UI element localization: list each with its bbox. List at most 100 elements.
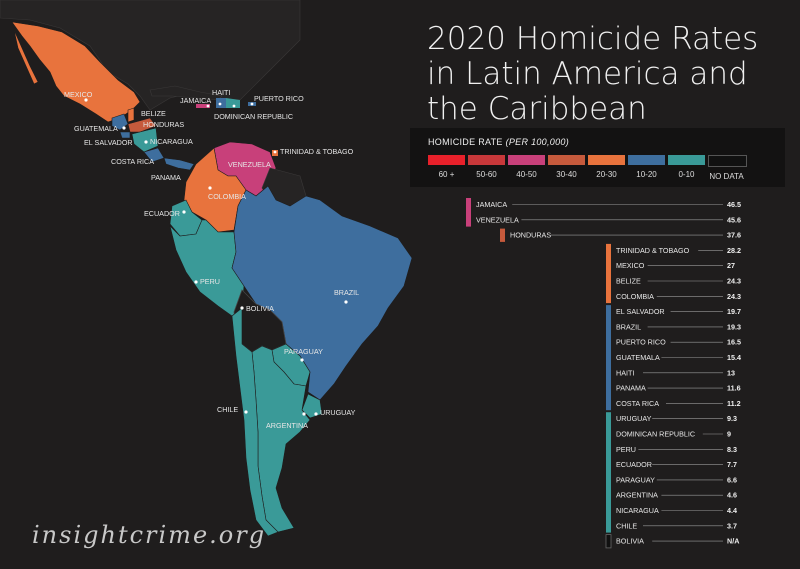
chart-row: VENEZUELA 45.6 <box>476 215 741 224</box>
chart-value-label: 24.3 <box>727 277 741 286</box>
legend-swatch <box>668 155 705 165</box>
map-label-guatemala: GUATEMALA <box>74 124 118 133</box>
chart-row: PUERTO RICO 16.5 <box>616 338 741 347</box>
chart-country-label: ARGENTINA <box>616 491 658 500</box>
trinidad-marker <box>273 150 277 154</box>
chart-country-label: BRAZIL <box>616 322 641 331</box>
peru-marker <box>194 280 198 284</box>
chart-value-label: 6.6 <box>727 475 737 484</box>
title-line-1: 2020 Homicide Rates <box>427 21 759 57</box>
chart-row: NICARAGUA 4.4 <box>616 506 737 515</box>
chart-row: GUATEMALA 15.4 <box>616 353 741 362</box>
chart-row: PARAGUAY 6.6 <box>616 475 737 484</box>
chart-country-label: GUATEMALA <box>616 353 660 362</box>
legend-item: 10-20 <box>628 155 665 179</box>
mexico-marker <box>84 98 88 102</box>
map-label-haiti: HAITI <box>212 88 230 97</box>
chart-row: HONDURAS 37.6 <box>510 231 741 240</box>
uruguay-marker <box>302 412 306 416</box>
chart-value-label: 16.5 <box>727 338 741 347</box>
map-label-belize: BELIZE <box>141 109 166 118</box>
map-label-peru: PERU <box>200 277 220 286</box>
nicaragua-region <box>131 127 159 153</box>
chart-value-label: 45.6 <box>727 215 741 224</box>
map-label-trinidad-tobago: TRINIDAD & TOBAGO <box>280 147 354 156</box>
chart-country-label: MEXICO <box>616 261 645 270</box>
jamaica-region <box>196 104 210 108</box>
map-label-panama: PANAMA <box>151 173 181 182</box>
colombia-marker <box>208 186 212 190</box>
honduras-region <box>127 117 157 133</box>
guatemala-marker <box>122 126 126 130</box>
chart-band-bar <box>605 534 612 549</box>
chart-country-label: NICARAGUA <box>616 506 659 515</box>
legend-swatch <box>628 155 665 165</box>
chart-row: DOMINICAN REPUBLIC 9 <box>616 430 731 439</box>
watermark-logo: insightcrime.org <box>32 521 267 549</box>
chart-country-label: PANAMA <box>616 384 646 393</box>
chart-value-label: 24.3 <box>727 292 741 301</box>
legend-swatch <box>548 155 585 165</box>
chart-band-bar <box>606 243 611 304</box>
chart-value-label: 3.7 <box>727 521 737 530</box>
map-label-nicaragua: NICARAGUA <box>150 137 193 146</box>
chart-value-label: 46.5 <box>727 200 741 209</box>
chart-row: COSTA RICA 11.2 <box>616 399 741 408</box>
belize-region <box>127 107 135 123</box>
chart-country-label: PERU <box>616 445 636 454</box>
nicaragua-marker <box>144 140 148 144</box>
legend-swatch <box>468 155 505 165</box>
legend-label: 20-30 <box>596 170 617 179</box>
chart-value-label: 27 <box>727 261 735 270</box>
chart-row: JAMAICA 46.5 <box>476 200 741 209</box>
chile-marker <box>244 410 248 414</box>
chart-country-label: ECUADOR <box>616 460 652 469</box>
legend-swatch <box>508 155 545 165</box>
chart-country-label: HONDURAS <box>510 231 551 240</box>
el-salvador-region <box>119 131 131 139</box>
chart-row: PERU 8.3 <box>616 445 737 454</box>
chart-country-label: JAMAICA <box>476 200 507 209</box>
map-label-uruguay: URUGUAY <box>320 408 356 417</box>
map-label-el-salvador: EL SALVADOR <box>84 138 133 147</box>
chart-value-label: 4.4 <box>727 506 737 515</box>
map-label-mexico: MEXICO <box>64 90 93 99</box>
chart-country-label: VENEZUELA <box>476 215 519 224</box>
chart-band-bar <box>466 198 471 227</box>
chart-country-label: PUERTO RICO <box>616 338 666 347</box>
legend-swatch <box>428 155 465 165</box>
chart-row: BOLIVIA N/A <box>616 537 739 546</box>
chart-value-label: 9 <box>727 430 731 439</box>
chile-region <box>231 307 279 537</box>
legend-label: 50-60 <box>476 170 497 179</box>
chart-country-label: TRINIDAD & TOBAGO <box>616 246 690 255</box>
chart-row: MEXICO 27 <box>616 261 735 270</box>
chart-country-label: BOLIVIA <box>616 537 644 546</box>
legend-item: NO DATA <box>708 155 747 181</box>
chart-band-bar <box>500 228 505 242</box>
chart-value-label: 15.4 <box>727 353 741 362</box>
chart-country-label: BELIZE <box>616 277 641 286</box>
legend-label: 40-50 <box>516 170 537 179</box>
chart-row: URUGUAY 9.3 <box>616 414 737 423</box>
paraguay-marker <box>300 358 304 362</box>
legend-label: 30-40 <box>556 170 577 179</box>
chart-row: PANAMA 11.6 <box>616 384 741 393</box>
chart-row: HAITI 13 <box>616 368 735 377</box>
panama-region <box>163 157 195 171</box>
map-label-dominican-republic: DOMINICAN REPUBLIC <box>214 112 293 121</box>
legend-item: 30-40 <box>548 155 585 179</box>
legend-swatch <box>588 155 625 165</box>
chart-country-label: PARAGUAY <box>616 475 655 484</box>
map-label-costa-rica: COSTA RICA <box>111 157 154 166</box>
title-line-2: in Latin America and <box>427 56 748 92</box>
map-label-puerto-rico: PUERTO RICO <box>254 94 304 103</box>
chart-row: TRINIDAD & TOBAGO 28.2 <box>616 246 741 255</box>
chart-value-label: 28.2 <box>727 246 741 255</box>
haiti-marker <box>218 102 222 106</box>
chart-country-label: DOMINICAN REPUBLIC <box>616 430 695 439</box>
legend-item: 60 + <box>428 155 465 179</box>
page-title: 2020 Homicide Rates in Latin America and… <box>427 22 787 127</box>
map-label-jamaica: JAMAICA <box>180 96 211 105</box>
